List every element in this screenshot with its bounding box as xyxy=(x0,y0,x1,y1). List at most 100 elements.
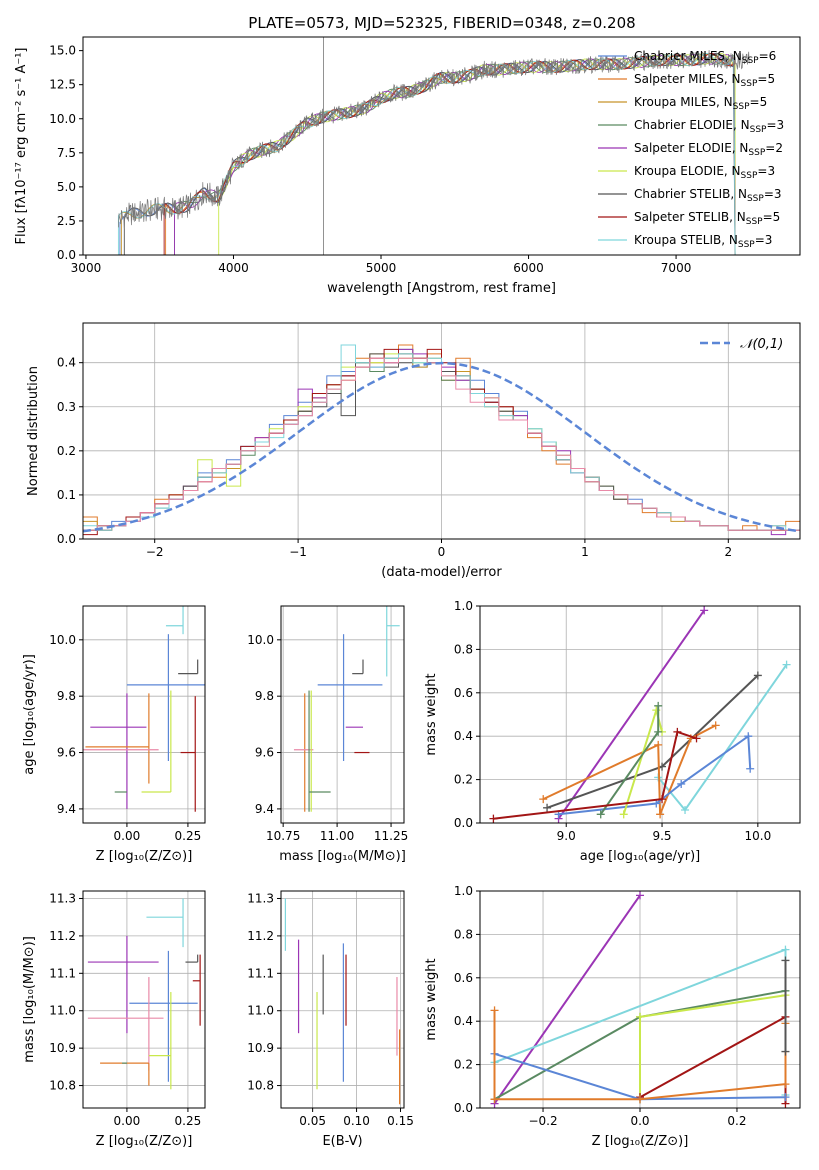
age_vs_mass-xtick-label: 11.00 xyxy=(320,829,354,843)
age_vs_Z-ylabel: age [log₁₀(age/yr)] xyxy=(22,654,37,775)
weight-marker xyxy=(781,945,790,954)
mass_vs_Z-plot xyxy=(87,898,201,1090)
massweight_vs_Z-ytick-label: 0.8 xyxy=(454,927,473,941)
mass_vs_EBV-ytick-label: 10.8 xyxy=(247,1079,274,1093)
massweight_vs_Z-ytick-label: 0.4 xyxy=(454,1014,473,1028)
mass_vs_EBV-ytick-label: 11.3 xyxy=(247,891,274,905)
spectrum-model-3 xyxy=(174,53,736,255)
age_vs_Z-frame xyxy=(82,605,206,824)
mass_vs_EBV-ytick-label: 11.0 xyxy=(247,1004,274,1018)
age_vs_mass-ytick-label: 9.8 xyxy=(255,689,274,703)
mass_vs_EBV-plot xyxy=(284,898,401,1105)
mass_vs_Z-xtick-label: 0.00 xyxy=(114,1114,141,1128)
mass_vs_Z-ytick-label: 10.9 xyxy=(49,1041,76,1055)
age_vs_mass-ytick-label: 9.6 xyxy=(255,746,274,760)
weight-marker xyxy=(744,732,753,741)
massweight_vs_age-ytick-label: 0.0 xyxy=(454,816,473,830)
spectrum-ytick-label: 2.5 xyxy=(57,214,76,228)
weight-marker xyxy=(700,606,709,615)
massweight_vs_age-ytick-label: 0.2 xyxy=(454,773,473,787)
massweight_vs_age-frame xyxy=(479,605,801,824)
spectrum-ytick-label: 10.0 xyxy=(49,112,76,126)
residuals-ytick-label: 0.0 xyxy=(57,532,76,546)
massweight_vs_Z-ytick-label: 0.0 xyxy=(454,1101,473,1115)
residuals-ylabel: Normed distribution xyxy=(26,366,41,496)
age_vs_mass-xtick-label: 10.75 xyxy=(266,829,300,843)
massweight_vs_age-ytick-label: 0.4 xyxy=(454,729,473,743)
spectrum-ytick-label: 5.0 xyxy=(57,180,76,194)
massweight_vs_age-ytick-label: 0.6 xyxy=(454,686,473,700)
weight-line-0 xyxy=(493,894,641,1105)
figure-title: PLATE=0573, MJD=52325, FIBERID=0348, z=0… xyxy=(248,14,635,32)
weight-marker xyxy=(658,795,667,804)
age_vs_Z-ytick-label: 10.0 xyxy=(49,633,76,647)
mass_vs_EBV-xtick-label: 0.05 xyxy=(299,1114,326,1128)
residuals-xlabel: (data-model)/error xyxy=(381,565,502,580)
massweight_vs_Z-xtick-label: 0.0 xyxy=(630,1114,649,1128)
spectrum-xtick-label: 4000 xyxy=(218,261,249,275)
weight-marker xyxy=(781,1093,790,1102)
massweight_vs_Z-ytick-label: 0.2 xyxy=(454,1058,473,1072)
weight-marker xyxy=(673,727,682,736)
weight-marker xyxy=(677,779,686,788)
residuals-xtick-label: −1 xyxy=(289,545,307,559)
legend-label: Salpeter ELODIE, NSSP=2 xyxy=(634,141,783,158)
weight-marker xyxy=(619,810,628,819)
weight-marker xyxy=(781,956,790,965)
weight-marker xyxy=(636,1095,644,1104)
legend-label: Kroupa MILES, NSSP=5 xyxy=(634,95,767,112)
residuals-xtick-label: 0 xyxy=(438,545,446,559)
age_vs_mass-xlabel: mass [log₁₀(M/M⊙)] xyxy=(279,849,406,864)
mass_vs_EBV-xlabel: E(B-V) xyxy=(322,1134,362,1149)
mass_vs_Z-xlabel: Z [log₁₀(Z/Z⊙)] xyxy=(96,1134,193,1149)
massweight_vs_Z-xtick-label: 0.2 xyxy=(727,1114,746,1128)
legend-label: Salpeter STELIB, NSSP=5 xyxy=(634,210,780,227)
age_vs_Z-xlabel: Z [log₁₀(Z/Z⊙)] xyxy=(96,849,193,864)
weight-line-5 xyxy=(622,706,663,815)
spectrum-xtick-label: 5000 xyxy=(366,261,397,275)
age_vs_mass-ytick-label: 10.0 xyxy=(247,633,274,647)
massweight_vs_age-xtick-label: 10.0 xyxy=(744,829,771,843)
mass_vs_EBV-ytick-label: 11.1 xyxy=(247,966,274,980)
residuals-ytick-label: 0.2 xyxy=(57,444,76,458)
weight-line-4 xyxy=(639,1015,787,1104)
weight-marker xyxy=(753,671,762,680)
residuals-ytick-label: 0.4 xyxy=(57,356,76,370)
massweight_vs_Z-ytick-label: 1.0 xyxy=(454,884,473,898)
weight-line-1 xyxy=(657,664,788,812)
massweight_vs_age-xtick-label: 9.0 xyxy=(557,829,576,843)
mass_vs_EBV-frame xyxy=(280,890,405,1109)
massweight_vs_age-ylabel: mass weight xyxy=(424,673,439,755)
spectrum-xtick-label: 6000 xyxy=(513,261,544,275)
age_vs_Z-plot xyxy=(83,606,205,812)
weight-marker xyxy=(489,814,498,823)
axes-layer: 3000 4000 5000 6000 70000.02.55.07.510.012.5… xyxy=(14,36,801,1149)
weight-marker xyxy=(681,805,690,814)
mass_vs_Z-ytick-label: 11.2 xyxy=(49,929,76,943)
legend-label: Kroupa ELODIE, NSSP=3 xyxy=(634,164,775,181)
mass_vs_Z-ytick-label: 11.0 xyxy=(49,1004,76,1018)
legend-label: 𝒩(0,1) xyxy=(740,337,783,352)
weight-marker xyxy=(652,799,661,808)
mass_vs_EBV-xtick-label: 0.15 xyxy=(387,1114,414,1128)
residuals-xtick-label: −2 xyxy=(146,545,164,559)
data-layer xyxy=(83,37,800,1108)
massweight_vs_age-ytick-label: 1.0 xyxy=(454,599,473,613)
massweight_vs_age-plot xyxy=(489,606,791,823)
spectrum-ytick-label: 12.5 xyxy=(49,78,76,92)
mass_vs_EBV-ytick-label: 10.9 xyxy=(247,1041,274,1055)
weight-marker xyxy=(711,721,720,730)
age_vs_mass-xtick-label: 11.25 xyxy=(374,829,408,843)
residuals-xtick-label: 1 xyxy=(581,545,589,559)
age_vs_mass-ytick-label: 9.4 xyxy=(255,802,274,816)
spectrum-ytick-label: 0.0 xyxy=(57,248,76,262)
legend-label: Chabrier ELODIE, NSSP=3 xyxy=(634,118,784,135)
weight-marker xyxy=(636,1012,644,1021)
spectrum-frame xyxy=(82,36,801,256)
massweight_vs_Z-xlabel: Z [log₁₀(Z/Z⊙)] xyxy=(592,1134,689,1149)
weight-marker xyxy=(656,810,665,819)
weight-marker xyxy=(543,803,552,812)
mass_vs_Z-frame xyxy=(82,890,206,1109)
spectrum-ytick-label: 15.0 xyxy=(49,44,76,58)
